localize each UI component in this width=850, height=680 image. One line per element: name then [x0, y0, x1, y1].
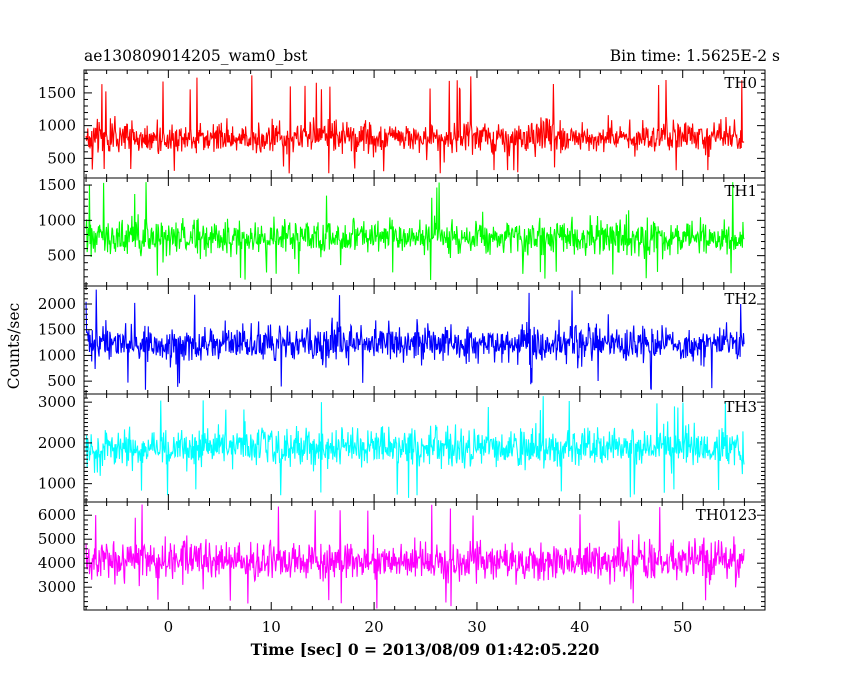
y-tick-label: 500 — [47, 149, 76, 167]
x-tick-label: 10 — [262, 618, 281, 636]
panel-th0: 500 1000 1500 TH0 — [38, 69, 766, 179]
x-tick-label: 30 — [467, 618, 486, 636]
lightcurve-th0123 — [85, 504, 745, 609]
y-tick-label: 1000 — [38, 346, 76, 364]
y-tick-label: 1500 — [38, 176, 76, 194]
panel-label-th0: TH0 — [724, 74, 757, 92]
panel-frame — [83, 501, 766, 611]
y-tick-label: 2000 — [38, 295, 76, 313]
y-tick-label: 1500 — [38, 84, 76, 102]
panel-th2: 500 1000 1500 2000 TH2 — [38, 285, 766, 395]
panel-th3: 1000 2000 3000 TH3 — [38, 393, 766, 503]
lightcurve-th0 — [85, 75, 745, 174]
y-tick-label: 5000 — [38, 530, 76, 548]
lightcurve-th3 — [85, 396, 745, 498]
observation-title: ae130809014205_wam0_bst — [84, 47, 308, 65]
y-tick-label: 1000 — [38, 475, 76, 493]
y-tick-label: 500 — [47, 247, 76, 265]
x-tick-label: 0 — [164, 618, 174, 636]
panel-label-th2: TH2 — [724, 290, 757, 308]
x-tick-label: 40 — [570, 618, 589, 636]
panel-label-th3: TH3 — [724, 398, 757, 416]
y-tick-label: 4000 — [38, 554, 76, 572]
y-tick-label: 1000 — [38, 117, 76, 135]
y-tick-label: 500 — [47, 372, 76, 390]
y-axis-label: Counts/sec — [5, 303, 23, 389]
panel-label-th0123: TH0123 — [696, 506, 757, 524]
y-tick-label: 1000 — [38, 211, 76, 229]
x-axis-label: Time [sec] 0 = 2013/08/09 01:42:05.220 — [251, 640, 600, 659]
y-tick-label: 2000 — [38, 434, 76, 452]
x-tick-label: 20 — [365, 618, 384, 636]
y-tick-label: 3000 — [38, 393, 76, 411]
panel-frame — [83, 177, 766, 287]
y-tick-label: 6000 — [38, 506, 76, 524]
lightcurve-th1 — [85, 182, 745, 280]
lightcurve-th2 — [85, 289, 745, 390]
panel-frame — [83, 69, 766, 179]
panel-label-th1: TH1 — [724, 182, 757, 200]
x-tick-label: 50 — [673, 618, 692, 636]
y-tick-label: 3000 — [38, 578, 76, 596]
bin-time-label: Bin time: 1.5625E-2 s — [610, 47, 780, 65]
y-tick-label: 1500 — [38, 321, 76, 339]
panel-th1: 500 1000 1500 TH1 — [38, 176, 766, 287]
panel-th0123: 3000 4000 5000 6000 TH0123 0 10 20 30 40 50 — [38, 501, 766, 636]
